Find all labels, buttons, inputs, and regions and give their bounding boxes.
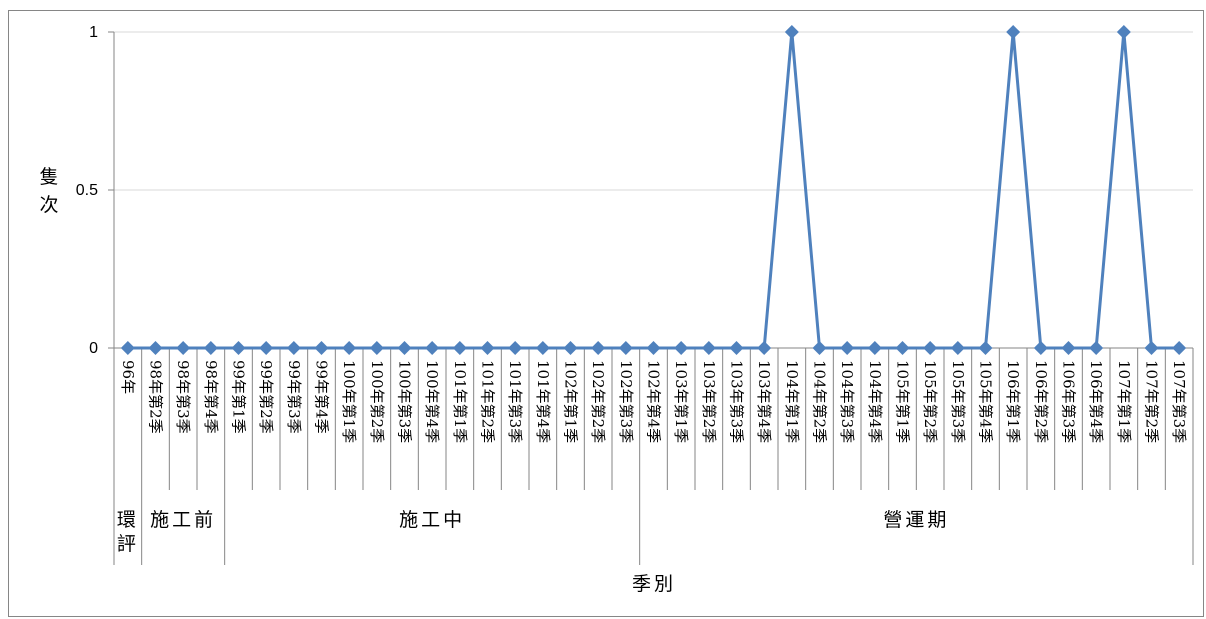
data-point	[757, 341, 772, 355]
group-label-char: 環	[117, 509, 139, 531]
category-label: 106年第1季	[1004, 360, 1022, 443]
data-point	[508, 341, 523, 355]
data-point	[120, 341, 135, 355]
category-label: 100年第1季	[340, 360, 358, 443]
data-point	[314, 341, 329, 355]
category-label: 96年	[119, 360, 137, 394]
category-label: 101年第2季	[479, 360, 497, 443]
y-tick-label: 0.5	[76, 182, 98, 199]
group-label-char: 評	[117, 533, 139, 555]
x-axis	[113, 347, 1194, 490]
y-axis-title-char: 隻	[39, 166, 58, 188]
data-point	[535, 341, 550, 355]
y-tick-label: 1	[89, 24, 98, 41]
category-label: 104年第2季	[811, 360, 829, 443]
data-point	[563, 341, 578, 355]
data-point	[259, 341, 274, 355]
data-point	[978, 341, 993, 355]
data-point	[203, 341, 218, 355]
category-label: 105年第2季	[921, 360, 939, 443]
series-line	[120, 25, 1187, 355]
category-label: 100年第4季	[423, 360, 441, 443]
data-point	[1172, 341, 1187, 355]
category-label: 102年第4季	[645, 360, 663, 443]
category-label: 107年第1季	[1115, 360, 1133, 443]
category-label: 99年第1季	[230, 360, 248, 434]
data-point	[231, 341, 246, 355]
data-point	[480, 341, 495, 355]
category-label: 104年第3季	[838, 360, 856, 443]
data-point	[1089, 341, 1104, 355]
x-axis-title: 季別	[632, 573, 676, 595]
data-point	[812, 341, 827, 355]
data-point	[1144, 341, 1159, 355]
data-point	[840, 341, 855, 355]
category-label: 106年第4季	[1087, 360, 1105, 443]
category-label: 99年第3季	[285, 360, 303, 434]
category-label: 106年第2季	[1032, 360, 1050, 443]
data-point	[1006, 25, 1021, 39]
category-label: 103年第3季	[728, 360, 746, 443]
data-point	[452, 341, 467, 355]
data-point	[148, 341, 163, 355]
category-label: 106年第3季	[1060, 360, 1078, 443]
data-point	[729, 341, 744, 355]
gridlines	[114, 31, 1193, 349]
data-point	[867, 341, 882, 355]
data-point	[674, 341, 689, 355]
category-label: 105年第3季	[949, 360, 967, 443]
category-label: 101年第4季	[534, 360, 552, 443]
category-label: 98年第2季	[147, 360, 165, 434]
data-point	[425, 341, 440, 355]
data-point	[397, 341, 412, 355]
data-point	[895, 341, 910, 355]
category-label: 99年第4季	[313, 360, 331, 434]
data-point	[369, 341, 384, 355]
category-label: 107年第3季	[1170, 360, 1188, 443]
category-labels: 96年 98年第2季 98年第3季 98年第4季 99年第1季 99年第2季 99年第3季 9…	[119, 360, 1188, 443]
data-point	[342, 341, 357, 355]
y-axis-title-char: 次	[39, 194, 58, 216]
chart-frame	[8, 10, 1204, 617]
category-label: 104年第4季	[866, 360, 884, 443]
y-axis-ticks: 00.51	[76, 24, 115, 357]
category-label: 105年第1季	[894, 360, 912, 443]
group-label: 施工中	[399, 509, 465, 531]
y-tick-label: 0	[89, 340, 98, 357]
data-point	[591, 341, 606, 355]
category-label: 100年第2季	[368, 360, 386, 443]
category-label: 101年第1季	[451, 360, 469, 443]
data-point	[646, 341, 661, 355]
data-point	[950, 341, 965, 355]
category-label: 98年第4季	[202, 360, 220, 434]
data-point	[176, 341, 191, 355]
category-label: 99年第2季	[257, 360, 275, 434]
category-label: 98年第3季	[174, 360, 192, 434]
data-point	[923, 341, 938, 355]
category-label: 105年第4季	[977, 360, 995, 443]
data-point	[1033, 341, 1048, 355]
category-label: 104年第1季	[783, 360, 801, 443]
data-point	[701, 341, 716, 355]
data-point	[784, 25, 799, 39]
data-point	[1116, 25, 1131, 39]
category-label: 102年第1季	[562, 360, 580, 443]
category-label: 102年第3季	[617, 360, 635, 443]
category-label: 103年第1季	[672, 360, 690, 443]
group-label: 營運期	[883, 509, 949, 531]
category-label: 101年第3季	[506, 360, 524, 443]
data-point	[1061, 341, 1076, 355]
data-point	[286, 341, 301, 355]
category-label: 107年第2季	[1143, 360, 1161, 443]
y-axis-title: 隻次	[39, 166, 58, 216]
category-label: 103年第2季	[700, 360, 718, 443]
category-label: 102年第2季	[589, 360, 607, 443]
category-label: 100年第3季	[396, 360, 414, 443]
group-label: 施工前	[150, 509, 216, 531]
category-label: 103年第4季	[755, 360, 773, 443]
data-point	[618, 341, 633, 355]
